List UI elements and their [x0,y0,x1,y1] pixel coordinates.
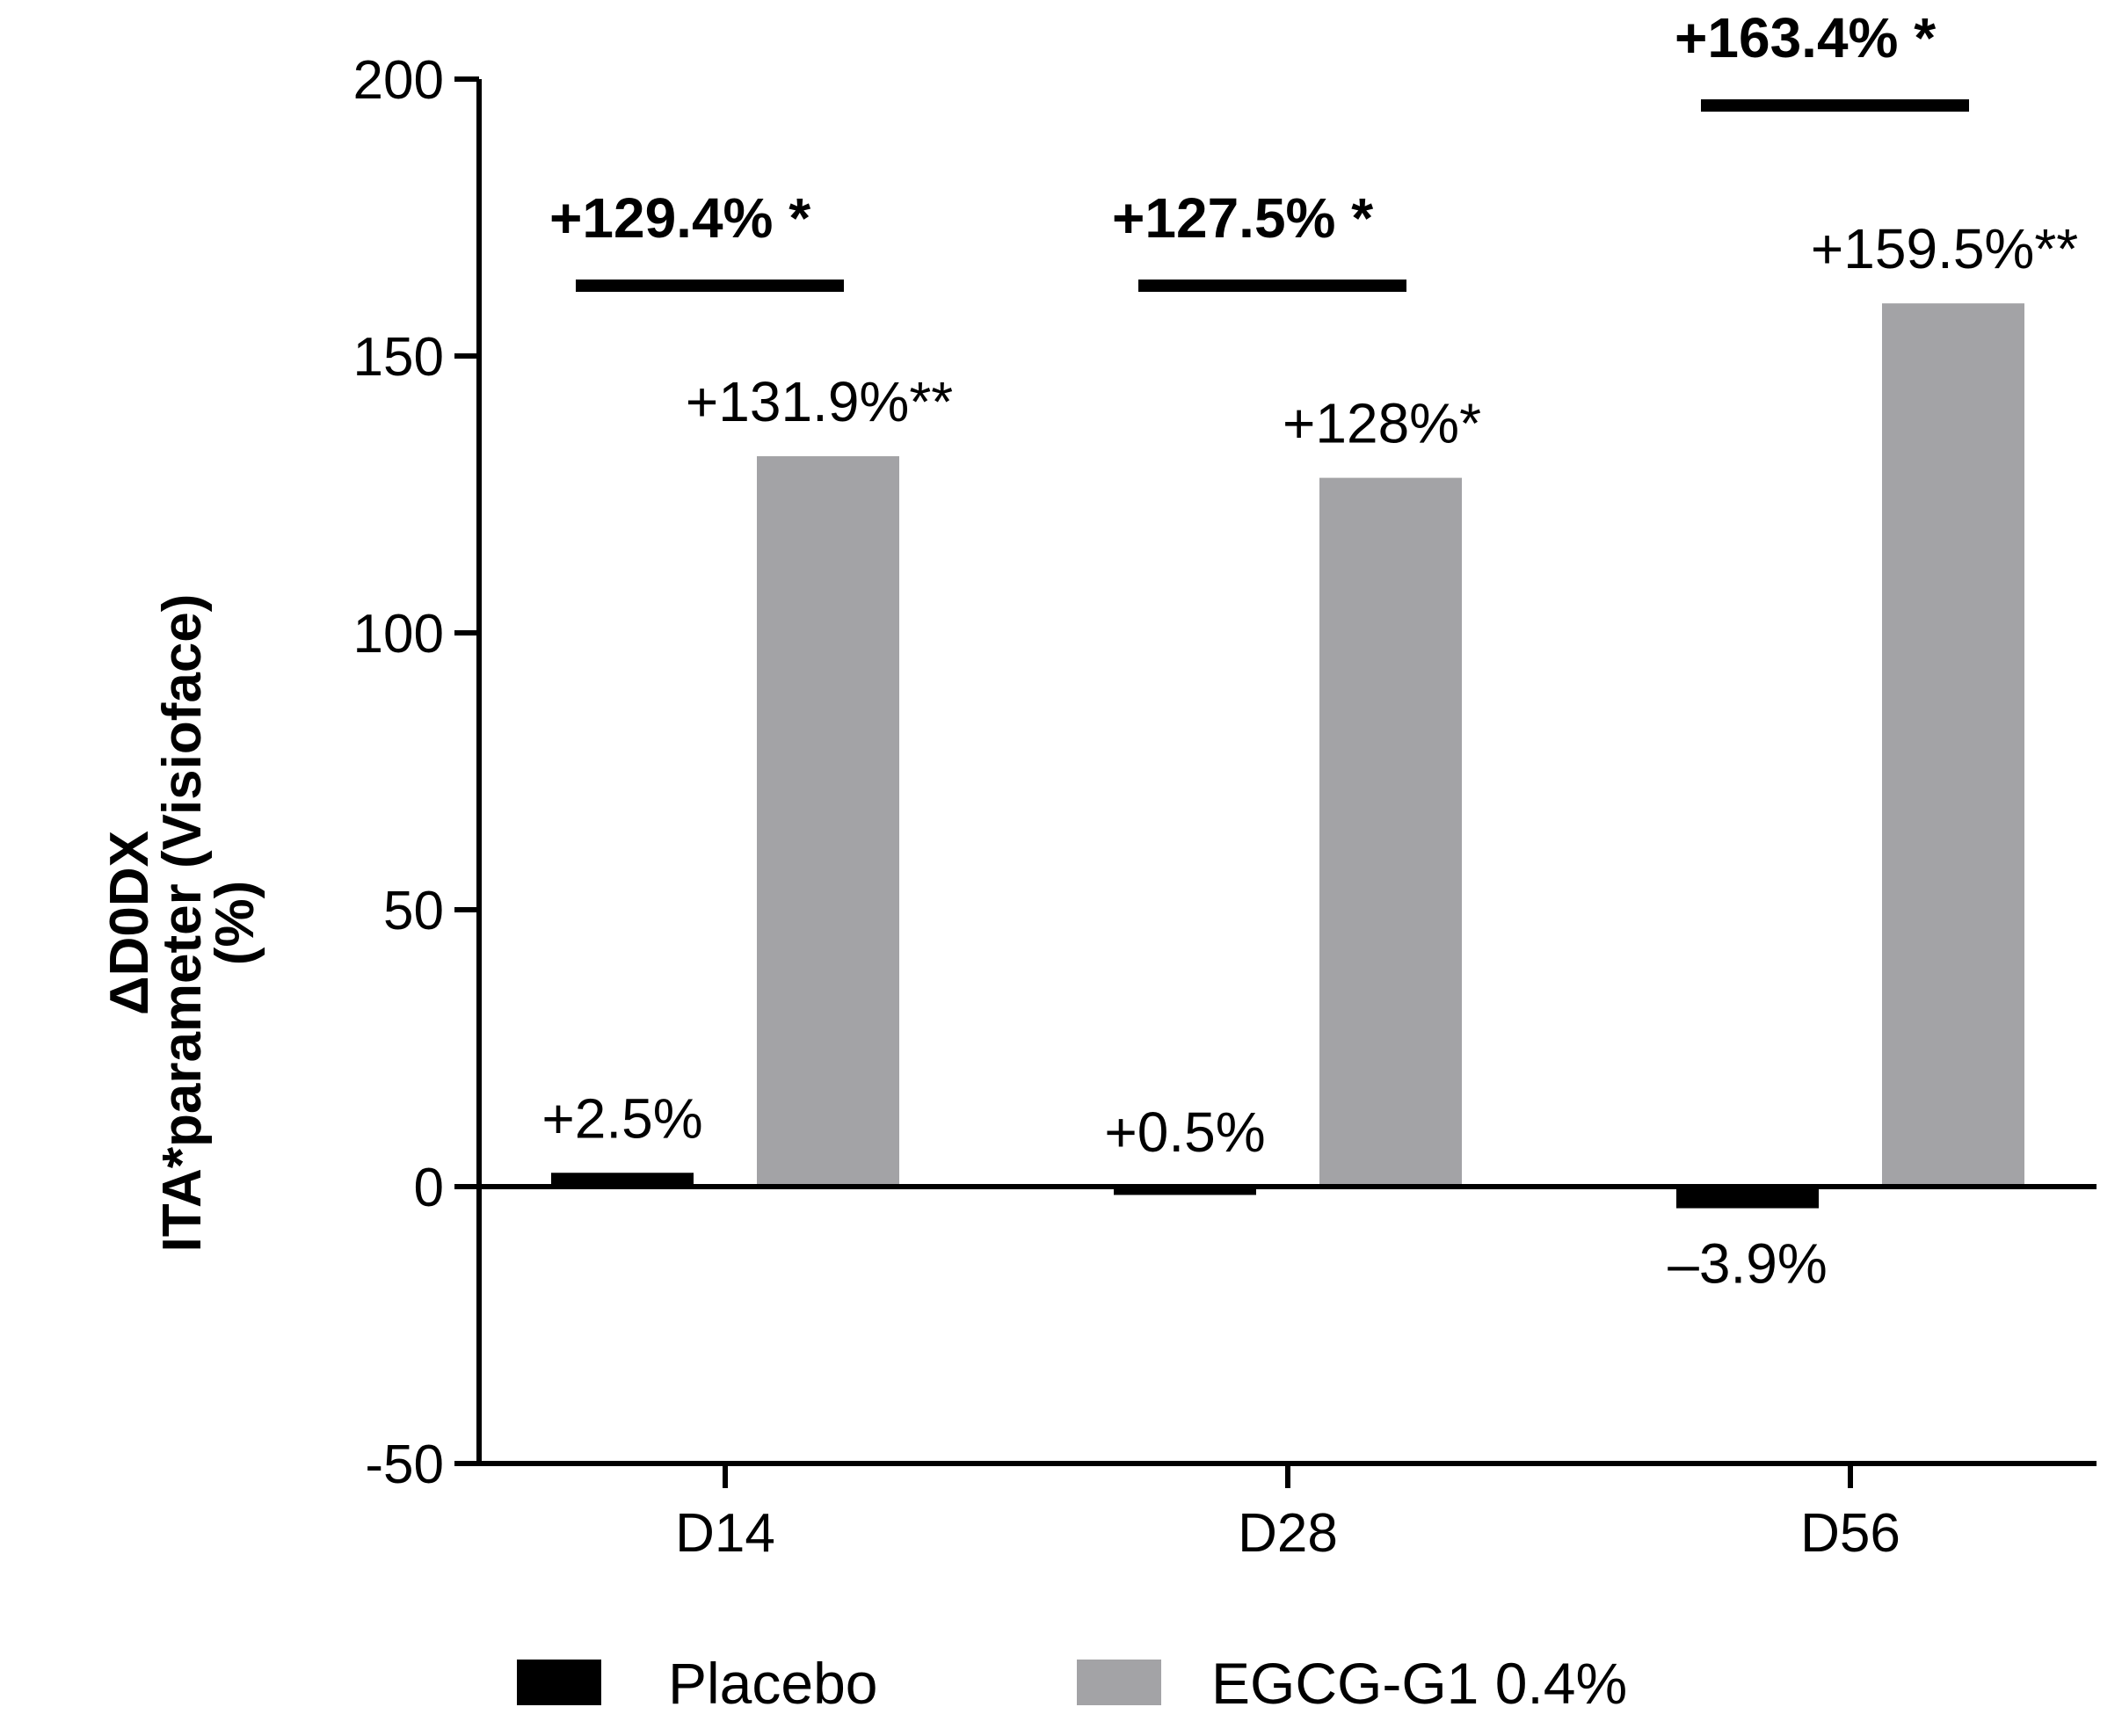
y-tick-label: -50 [365,1435,444,1495]
difference-label: +129.4% * [549,186,810,250]
y-axis-title: ΔD0DX ITA*parameter (Visioface) (%) [99,594,265,1253]
y-axis-title-line-2: ITA*parameter (Visioface) [152,594,213,1253]
x-tick-label: D28 [1238,1503,1338,1564]
placebo-bar [551,1173,694,1187]
placebo-bar [1114,1187,1256,1195]
y-tick-label: 0 [414,1158,444,1218]
plot-area: -50 0 50 100 150 200 D14 D28 D56 +2.5% +0.5% –3.9% +… [353,6,2097,1564]
egcg-value-label: +159.5%** [1811,217,2078,280]
y-tick-label: 150 [353,327,444,388]
x-tick-label: D14 [675,1503,775,1564]
y-axis-title-line-3: (%) [205,881,265,965]
y-tick-label: 50 [383,881,444,941]
legend-swatch-placebo [517,1660,601,1705]
legend-swatch-egcg [1077,1660,1161,1705]
difference-label: +127.5% * [1112,186,1373,250]
egcg-value-label: +128%* [1283,392,1481,455]
x-tick-label: D56 [1800,1503,1900,1564]
placebo-bar [1676,1187,1819,1209]
legend: Placebo EGCG-G1 0.4% [517,1651,1627,1716]
egcg-bar [1319,477,1462,1187]
placebo-value-label: +2.5% [541,1086,702,1150]
y-tick-label: 200 [353,50,444,111]
egcg-bar [1882,303,2024,1187]
placebo-value-label: +0.5% [1104,1100,1265,1164]
egcg-value-label: +131.9%** [686,370,953,433]
legend-label-egcg: EGCG-G1 0.4% [1211,1651,1627,1716]
egcg-bar [757,456,899,1187]
y-tick-label: 100 [353,604,444,665]
difference-label: +163.4% * [1675,6,1936,69]
y-axis-title-line-1: ΔD0DX [99,831,160,1015]
legend-label-placebo: Placebo [668,1651,878,1716]
placebo-value-label: –3.9% [1668,1232,1827,1296]
